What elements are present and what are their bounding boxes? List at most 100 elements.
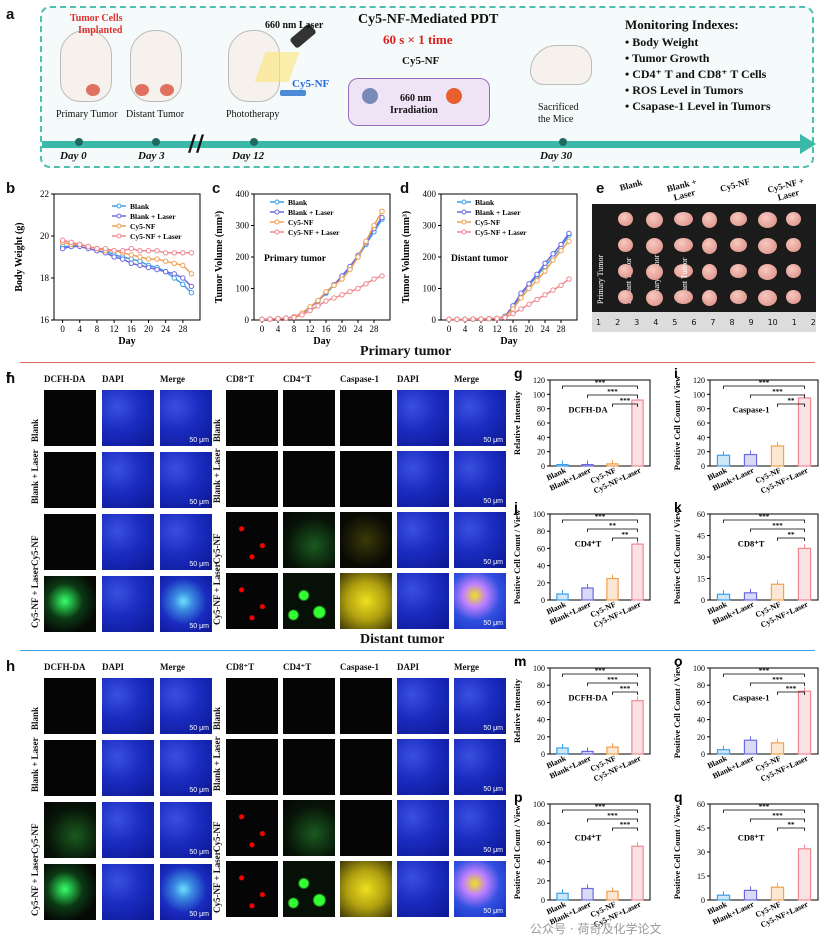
bar	[716, 454, 731, 467]
tumor-group-headers: Blank Blank + Laser Cy5-NF Cy5-NF + Laser	[592, 175, 816, 204]
micro-tile	[340, 678, 392, 734]
row-label: Cy5-NF	[212, 821, 222, 853]
significance-label: ***	[772, 522, 783, 530]
tumor-sample	[730, 212, 747, 226]
plot-frame	[53, 193, 201, 321]
monitor-item: • CD4⁺ T and CD8⁺ T Cells	[625, 67, 767, 81]
y-tick-label: 100	[533, 664, 545, 673]
legend-label: Blank + Laser	[288, 208, 334, 217]
data-point	[534, 271, 540, 278]
significance-bracket	[777, 403, 805, 407]
significance-label: ***	[595, 513, 606, 521]
y-tick-label: 120	[533, 376, 545, 385]
data-point	[259, 316, 265, 323]
monitor-item: • Tumor Growth	[625, 51, 710, 65]
scale-bar-label: 50 μm	[189, 437, 209, 444]
data-point	[518, 290, 524, 296]
data-point	[331, 282, 337, 289]
data-point	[363, 238, 369, 244]
bar	[716, 749, 731, 755]
row-label: Blank	[30, 706, 40, 730]
sacrificed-text-2: the Mice	[538, 114, 574, 125]
series-line	[62, 245, 192, 287]
scale-bar-label: 50 μm	[189, 561, 209, 568]
bar	[606, 577, 619, 601]
column-label: Caspase-1	[340, 662, 380, 672]
tumor-sample	[758, 264, 777, 280]
chart-inner-label: CD4⁺T	[575, 539, 602, 549]
significance-bracket	[587, 818, 638, 822]
tumor-sample	[730, 238, 747, 252]
tumor-group-label: Cy5-NF + Laser	[766, 175, 806, 203]
data-point	[542, 260, 548, 267]
monitor-item: • ROS Level in Tumors	[625, 83, 744, 97]
data-point	[128, 245, 134, 252]
micro-tile	[102, 576, 154, 632]
micro-tile: 50 μm	[160, 864, 212, 920]
significance-bracket	[612, 827, 638, 831]
data-point	[291, 314, 297, 321]
row-label: Cy5-NF	[212, 533, 222, 565]
y-tick-label: 45	[697, 532, 705, 541]
y-tick-label: 30	[697, 848, 705, 857]
micro-tile	[226, 512, 278, 568]
micro-tile	[397, 739, 449, 795]
tumor-sample	[758, 238, 777, 254]
x-tick-label: 16	[509, 324, 519, 334]
data-point	[323, 288, 329, 295]
significance-bracket	[777, 537, 805, 541]
data-point	[323, 298, 329, 304]
bar	[770, 445, 785, 467]
data-point	[542, 292, 548, 298]
bar	[631, 700, 644, 755]
tumor-sample	[758, 290, 777, 306]
data-point	[550, 251, 556, 257]
y-tick-label: 200	[236, 252, 250, 262]
y-tick-label: 40	[537, 858, 545, 867]
y-tick-label: 20	[537, 733, 545, 742]
micro-tile	[102, 802, 154, 858]
micro-tile	[283, 739, 335, 795]
y-tick-label: 20	[537, 579, 545, 588]
row-label: Cy5-NF + Laser	[30, 566, 40, 628]
data-point	[188, 290, 195, 296]
data-point	[154, 248, 160, 254]
y-tick-label: 80	[537, 681, 545, 690]
plot-frame	[549, 513, 651, 601]
y-axis-label: Positive Cell Count / View	[672, 804, 682, 899]
legend-marker	[461, 209, 467, 215]
data-point	[526, 285, 532, 292]
y-tick-label: 60	[537, 544, 545, 553]
data-point	[267, 316, 273, 322]
significance-label: ***	[759, 667, 770, 675]
legend-marker	[116, 223, 122, 229]
series-line	[261, 275, 383, 321]
bar	[797, 547, 812, 601]
legend-label: Blank	[288, 198, 308, 207]
implanted-text: Implanted	[78, 25, 123, 36]
panel-label: o	[674, 654, 683, 669]
micro-tile	[397, 573, 449, 629]
bar	[743, 453, 758, 467]
tumor-2	[135, 84, 149, 96]
sacrificed-mouse	[530, 45, 592, 85]
data-point	[102, 245, 109, 252]
panel-b-label: b	[6, 180, 16, 197]
panel-label: j	[513, 500, 518, 515]
micro-tile	[340, 451, 392, 507]
bar	[797, 690, 812, 755]
bar-chart-i: i 0 20 40 60 80 100 120 Positive Cell Count / Vi…	[672, 366, 819, 495]
tumor-sample	[618, 290, 633, 304]
significance-label: ***	[759, 379, 770, 387]
data-point	[137, 262, 143, 269]
tumor-group-label: Cy5-NF	[718, 176, 752, 194]
monitor-item: • Csapase-1 Level in Tumors	[625, 99, 771, 113]
syringe	[280, 90, 306, 96]
data-point	[558, 241, 564, 248]
column-label: Merge	[160, 374, 185, 384]
irr-text-2: Irradiation	[390, 105, 438, 116]
scale-bar-label: 50 μm	[483, 559, 503, 566]
data-point	[128, 260, 134, 267]
data-point	[558, 248, 564, 254]
